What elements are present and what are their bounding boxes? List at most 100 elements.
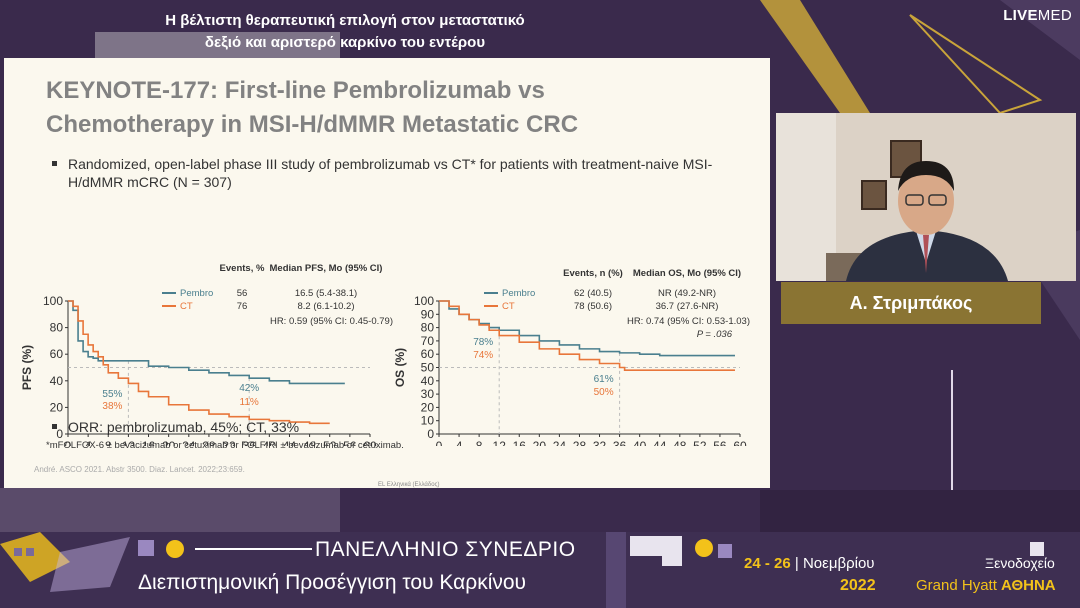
bullet-marker [52, 160, 57, 166]
x-tick-label: 60 [363, 439, 377, 446]
y-tick-label: 60 [50, 347, 64, 361]
annotation-pembro: 55% [102, 389, 122, 400]
table-header-median: Median PFS, Mo (95% CI) [270, 263, 383, 274]
slide-title-line1: KEYNOTE-177: First-line Pembrolizumab vs [46, 77, 545, 104]
reference: André. ASCO 2021. Abstr 3500. Diaz. Lanc… [34, 465, 245, 474]
conference-dates: 24 - 26 | Νοεμβρίου [744, 555, 875, 572]
y-tick-label: 20 [421, 400, 435, 414]
orr-bullet: ORR: pembrolizumab, 45%; CT, 33% [52, 419, 652, 435]
x-tick-label: 16 [142, 439, 156, 446]
dates-separator: | [794, 555, 799, 572]
speaker-head [898, 167, 954, 235]
table-events-value: 56 [237, 288, 248, 299]
y-tick-label: 20 [50, 400, 64, 414]
legend-label: Pembro [180, 288, 213, 299]
speaker-name: Α. Στριμπάκος [849, 292, 973, 313]
table-median-value: 8.2 (6.1-10.2) [297, 301, 354, 312]
speaker-video [776, 113, 1076, 281]
y-axis-label: OS (%) [393, 348, 407, 387]
study-description-bullet: Randomized, open-label phase III study o… [52, 155, 752, 191]
x-tick-label: 0 [65, 439, 72, 446]
annotation-ct: 11% [240, 397, 259, 408]
x-tick-label: 4 [456, 439, 463, 446]
table-median-value: 36.7 (27.6-NR) [656, 301, 719, 312]
conference-footer [0, 532, 1080, 608]
ct-survival-curve [68, 300, 330, 425]
session-title: Η βέλτιστη θεραπευτική επιλογή στον μετα… [95, 10, 595, 54]
x-tick-label: 8 [476, 439, 483, 446]
x-tick-label: 28 [573, 439, 587, 446]
livemed-logo: LIVEMED [1003, 7, 1072, 24]
session-title-line1: Η βέλτιστη θεραπευτική επιλογή στον μετα… [165, 12, 525, 29]
table-median-value: 16.5 (5.4-38.1) [295, 288, 357, 299]
annotation-pembro: 61% [594, 374, 614, 385]
x-tick-label: 36 [613, 439, 627, 446]
x-tick-label: 48 [673, 439, 687, 446]
table-median-value: NR (49.2-NR) [658, 288, 716, 299]
logo-bold: LIVE [1003, 7, 1038, 24]
dates-month: Νοεμβρίου [802, 555, 875, 572]
table-header-median: Median OS, Mo (95% CI) [633, 268, 741, 279]
table-header-events: Events, n (%) [563, 268, 623, 279]
x-tick-label: 36 [243, 439, 257, 446]
presentation-slide: KEYNOTE-177: First-line Pembrolizumab vs… [4, 58, 770, 488]
x-tick-label: 32 [593, 439, 607, 446]
slide-title: KEYNOTE-177: First-line Pembrolizumab vs… [46, 74, 646, 142]
bullet-text: ORR: pembrolizumab, 45%; CT, 33% [68, 419, 300, 435]
conference-title: ΠΑΝΕΛΛΗΝΙΟ ΣΥΝΕΔΡΙΟ [315, 538, 576, 561]
x-tick-label: 20 [162, 439, 176, 446]
y-tick-label: 10 [421, 414, 435, 428]
hazard-ratio: HR: 0.74 (95% CI: 0.53-1.03) [627, 316, 750, 327]
logo-light: MED [1037, 7, 1072, 24]
annotation-ct: 74% [473, 350, 493, 361]
wall-picture-2 [861, 180, 887, 210]
venue-line1: Ξενοδοχείο [985, 555, 1055, 571]
y-tick-label: 100 [43, 294, 63, 308]
p-value: P = .036 [697, 329, 733, 340]
y-tick-label: 40 [421, 374, 435, 388]
x-tick-label: 56 [713, 439, 727, 446]
y-axis-label: PFS (%) [20, 345, 34, 390]
session-title-line2: δεξιό και αριστερό καρκίνο του εντέρου [204, 34, 486, 51]
table-header-events: Events, % [220, 263, 265, 274]
bullet-text: Randomized, open-label phase III study o… [68, 156, 713, 190]
y-tick-label: 80 [50, 321, 64, 335]
x-tick-label: 32 [222, 439, 236, 446]
x-tick-label: 12 [122, 439, 136, 446]
legend-label: Pembro [502, 288, 535, 299]
pembro-survival-curve [68, 300, 345, 385]
y-tick-label: 0 [56, 427, 63, 441]
venue-city: ΑΘΗΝΑ [1001, 577, 1056, 594]
x-tick-label: 20 [533, 439, 547, 446]
x-tick-label: 12 [493, 439, 507, 446]
x-tick-label: 24 [553, 439, 567, 446]
speaker-video-frame [776, 113, 1076, 281]
x-tick-label: 8 [105, 439, 112, 446]
y-tick-label: 40 [50, 374, 64, 388]
speaker-name-plate: Α. Στριμπάκος [781, 282, 1041, 324]
conference-year: 2022 [840, 577, 876, 594]
x-tick-label: 48 [303, 439, 317, 446]
x-tick-label: 44 [283, 439, 297, 446]
hazard-ratio: HR: 0.59 (95% CI: 0.45-0.79) [270, 316, 393, 327]
x-tick-label: 24 [182, 439, 196, 446]
x-tick-label: 4 [85, 439, 92, 446]
venue-line2: Grand Hyatt ΑΘΗΝΑ [916, 577, 1056, 594]
conference-subtitle: Διεπιστημονική Προσέγγιση του Καρκίνου [138, 571, 527, 594]
legend-label: CT [502, 301, 515, 312]
annotation-ct: 38% [102, 401, 122, 412]
legend-label: CT [180, 301, 193, 312]
x-tick-label: 28 [202, 439, 216, 446]
table-events-value: 62 (40.5) [574, 288, 612, 299]
annotation-pembro: 78% [473, 337, 493, 348]
y-tick-label: 100 [414, 294, 434, 308]
dates-number: 24 - 26 [744, 555, 791, 572]
y-tick-label: 70 [421, 334, 435, 348]
y-tick-label: 50 [421, 361, 435, 375]
language-label: EL Ελληνικά (Ελλάδος) [378, 482, 440, 488]
annotation-ct: 50% [594, 387, 614, 398]
